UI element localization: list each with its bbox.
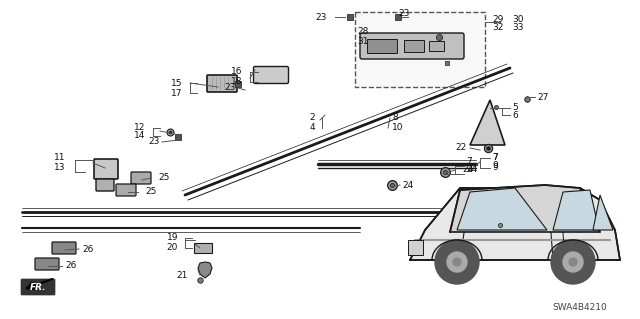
FancyBboxPatch shape xyxy=(96,179,114,191)
Text: 28: 28 xyxy=(357,27,369,36)
FancyBboxPatch shape xyxy=(21,279,55,295)
Text: 9: 9 xyxy=(492,164,498,173)
Text: 32: 32 xyxy=(492,23,504,32)
Circle shape xyxy=(435,240,479,284)
Text: 21: 21 xyxy=(177,271,188,279)
Text: 26: 26 xyxy=(65,262,76,271)
Text: 7: 7 xyxy=(492,153,498,162)
Text: 23: 23 xyxy=(316,12,327,21)
Text: 26: 26 xyxy=(82,244,93,254)
Circle shape xyxy=(453,258,461,266)
Text: 7: 7 xyxy=(466,158,472,167)
Text: 23: 23 xyxy=(398,9,410,18)
Text: 8: 8 xyxy=(392,114,397,122)
Bar xyxy=(355,12,485,87)
FancyBboxPatch shape xyxy=(52,242,76,254)
Bar xyxy=(404,40,424,52)
Polygon shape xyxy=(198,262,212,278)
Circle shape xyxy=(569,258,577,266)
Text: 5: 5 xyxy=(512,103,518,113)
Text: 24: 24 xyxy=(462,166,473,174)
FancyBboxPatch shape xyxy=(253,66,289,84)
Text: 6: 6 xyxy=(512,110,518,120)
Text: 4: 4 xyxy=(309,123,315,132)
Text: 1: 1 xyxy=(500,201,506,210)
Text: 27: 27 xyxy=(537,93,548,101)
FancyBboxPatch shape xyxy=(94,159,118,179)
FancyBboxPatch shape xyxy=(360,33,464,59)
Text: 14: 14 xyxy=(134,131,145,140)
Text: FR.: FR. xyxy=(29,283,46,292)
Text: 25: 25 xyxy=(158,174,170,182)
Text: 17: 17 xyxy=(170,88,182,98)
Text: 20: 20 xyxy=(166,242,178,251)
Polygon shape xyxy=(553,190,599,230)
Bar xyxy=(429,41,444,51)
Text: 18: 18 xyxy=(230,78,242,86)
Text: 3: 3 xyxy=(500,209,506,218)
Text: 13: 13 xyxy=(54,164,65,173)
Polygon shape xyxy=(450,185,600,232)
Bar xyxy=(194,243,212,253)
Circle shape xyxy=(551,240,595,284)
Text: 2: 2 xyxy=(309,114,315,122)
Text: 22: 22 xyxy=(456,144,467,152)
Text: 7: 7 xyxy=(492,152,498,161)
FancyBboxPatch shape xyxy=(207,75,237,92)
Text: SWA4B4210: SWA4B4210 xyxy=(552,302,607,311)
Text: 33: 33 xyxy=(512,24,524,33)
Polygon shape xyxy=(593,195,613,230)
Text: 25: 25 xyxy=(145,188,156,197)
FancyBboxPatch shape xyxy=(116,184,136,196)
Circle shape xyxy=(447,252,467,272)
FancyBboxPatch shape xyxy=(408,229,422,239)
Bar xyxy=(367,39,397,53)
Text: 15: 15 xyxy=(170,78,182,87)
FancyBboxPatch shape xyxy=(35,258,59,270)
Bar xyxy=(408,240,423,255)
Text: 9: 9 xyxy=(492,161,498,170)
Text: 10: 10 xyxy=(392,123,403,132)
Text: 23: 23 xyxy=(225,84,236,93)
Text: 11: 11 xyxy=(54,153,65,162)
Polygon shape xyxy=(410,188,620,260)
Text: 23: 23 xyxy=(148,137,160,146)
Text: 24: 24 xyxy=(402,181,413,189)
Text: 31: 31 xyxy=(357,38,369,47)
Circle shape xyxy=(563,252,583,272)
Text: 12: 12 xyxy=(134,123,145,132)
Text: 24: 24 xyxy=(466,166,477,174)
Text: 19: 19 xyxy=(166,233,178,241)
Polygon shape xyxy=(457,188,547,230)
Text: 16: 16 xyxy=(230,68,242,77)
Text: 29: 29 xyxy=(492,16,504,25)
Text: 30: 30 xyxy=(512,16,524,25)
Polygon shape xyxy=(470,100,505,145)
FancyBboxPatch shape xyxy=(131,172,151,184)
